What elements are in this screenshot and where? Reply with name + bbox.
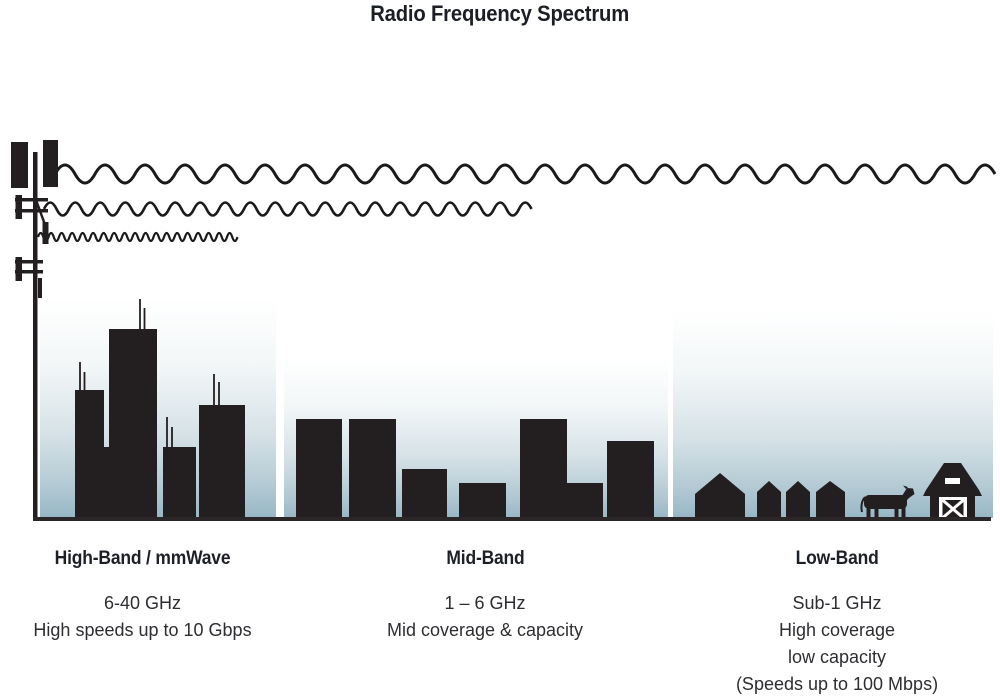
band-name: Mid-Band [445,548,525,569]
barn-icon [923,463,982,520]
band-description: (Speeds up to 100 Mbps) [735,674,939,694]
medium-wavelength-wave-icon [42,201,533,217]
high-band-label: High-Band / mmWave 6-40 GHz High speeds … [15,548,270,644]
mid-band-skyline-icon [296,419,654,520]
house-icon [786,481,810,520]
band-name: Low-Band [795,548,879,569]
ground-line [33,517,991,521]
low-band-label: Low-Band Sub-1 GHz High coverage low cap… [709,548,965,698]
band-description: Mid coverage & capacity [386,620,584,640]
house-icon [695,473,745,520]
band-description: High coverage [778,620,896,640]
band-frequency: 6-40 GHz [103,593,182,613]
cow-icon [860,485,915,520]
house-icon [816,481,845,520]
band-name: High-Band / mmWave [54,548,231,569]
band-description: low capacity [787,647,887,667]
cell-tower-icon [11,140,58,520]
radio-waves [36,163,997,243]
band-description: High speeds up to 10 Gbps [33,620,252,640]
high-band-skyline-icon [75,299,245,520]
band-frequency: Sub-1 GHz [792,593,882,613]
band-frequency: 1 – 6 GHz [444,593,526,613]
short-wavelength-wave-icon [36,231,239,243]
house-icon [757,481,781,520]
page-title: Radio Frequency Spectrum [0,1,1000,27]
low-band-farm-icon [695,463,982,520]
page-title-text: Radio Frequency Spectrum [370,1,630,26]
mid-band-label: Mid-Band 1 – 6 GHz Mid coverage & capaci… [357,548,613,644]
long-wavelength-wave-icon [53,163,997,185]
